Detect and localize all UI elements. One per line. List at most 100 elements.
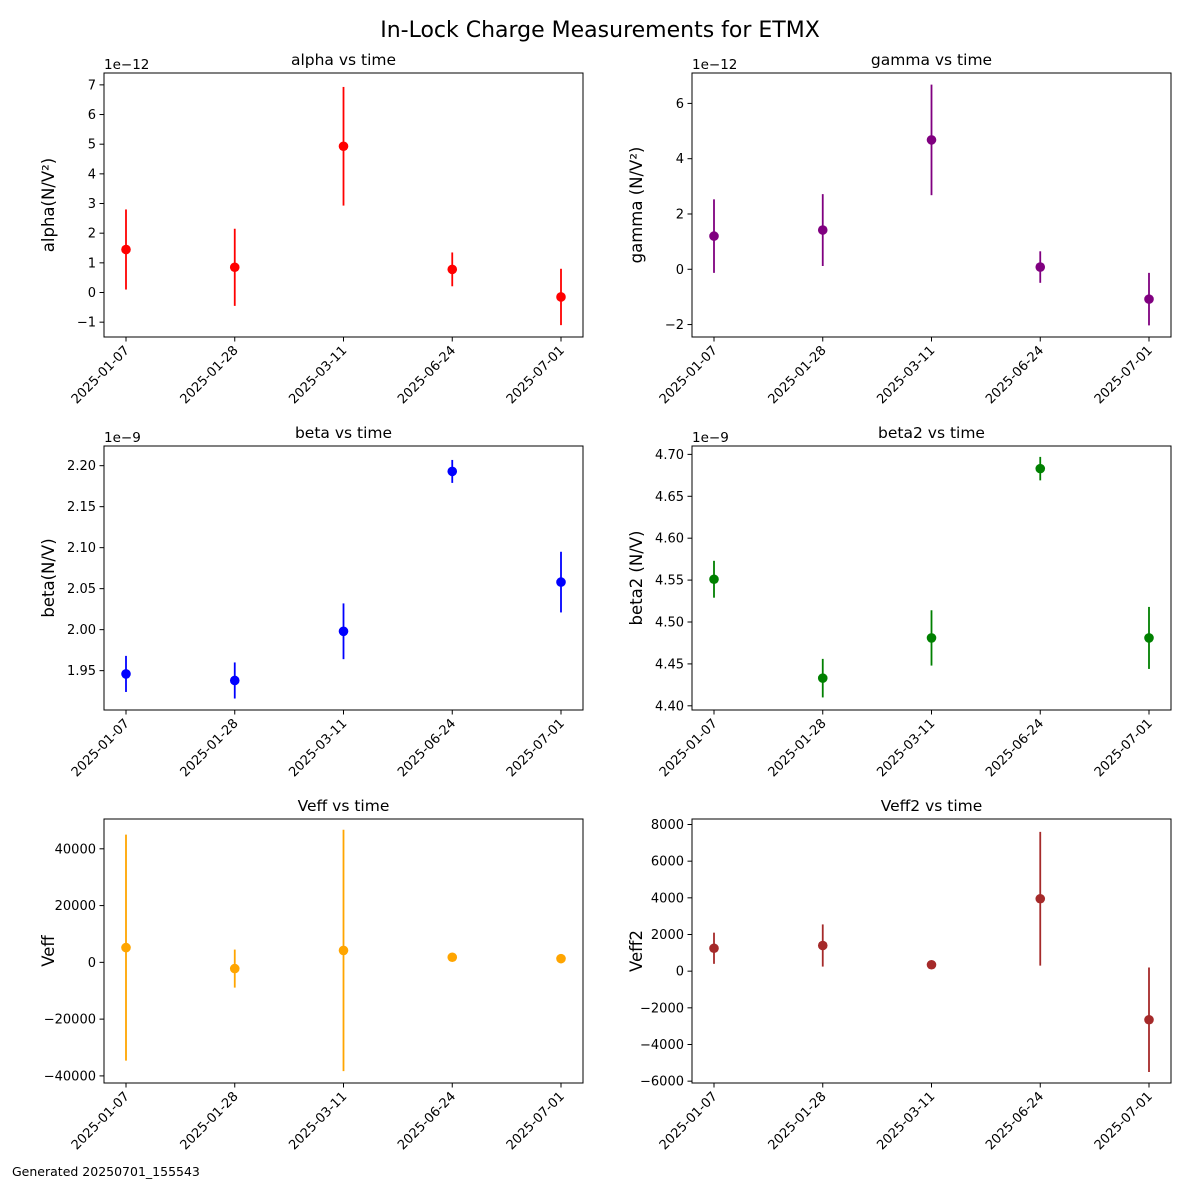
x-tick-label: 2025-03-11 <box>874 343 938 407</box>
figure-title: In-Lock Charge Measurements for ETMX <box>380 18 820 43</box>
y-offset-text: 1e−12 <box>104 57 149 73</box>
data-point <box>556 953 566 964</box>
x-tick-label: 2025-06-24 <box>983 716 1047 780</box>
y-offset-text: 1e−9 <box>104 430 141 446</box>
axes-frame <box>691 818 1172 1084</box>
y-tick-label: 0 <box>676 965 684 980</box>
data-point <box>926 135 937 145</box>
y-tick-label: 2 <box>88 227 96 242</box>
data-point <box>556 292 566 302</box>
x-tick-label: 2025-03-11 <box>874 1089 938 1153</box>
data-point <box>556 577 566 587</box>
y-tick-label: 4.55 <box>655 574 684 589</box>
x-tick-label: 2025-06-24 <box>983 1089 1047 1153</box>
x-tick-label: 2025-07-01 <box>1092 716 1156 780</box>
x-tick-label: 2025-01-07 <box>657 716 721 780</box>
x-tick-label: 2025-03-11 <box>874 716 938 780</box>
y-tick-label: 0 <box>676 263 684 278</box>
y-tick-label: 6000 <box>651 855 684 870</box>
x-tick-label: 2025-06-24 <box>395 343 459 407</box>
subplot-title: Veff2 vs time <box>881 797 983 815</box>
y-tick-label: −20000 <box>44 1013 96 1028</box>
y-tick-label: 20000 <box>55 899 96 914</box>
data-point <box>926 633 937 643</box>
data-point <box>1035 463 1046 474</box>
data-point <box>121 669 131 679</box>
y-tick-label: 4.65 <box>655 490 684 505</box>
y-tick-label: 2.10 <box>67 541 96 556</box>
data-point <box>338 945 349 956</box>
data-point <box>229 963 240 974</box>
y-tick-label: 1 <box>88 256 96 271</box>
y-tick-label: −2000 <box>640 1001 684 1016</box>
y-tick-label: 4.70 <box>655 448 684 463</box>
y-tick-label: 6 <box>676 97 684 112</box>
y-tick-label: 2000 <box>651 928 684 943</box>
data-point <box>709 574 719 585</box>
x-tick-label: 2025-01-07 <box>657 1089 721 1153</box>
y-tick-label: −6000 <box>640 1075 684 1090</box>
y-offset-text: 1e−9 <box>692 430 729 446</box>
y-axis-label: Veff2 <box>627 930 646 972</box>
data-point <box>121 244 131 255</box>
subplot-title: beta2 vs time <box>878 424 985 442</box>
x-tick-label: 2025-03-11 <box>286 343 350 407</box>
axes-frame <box>691 445 1172 711</box>
y-tick-label: −1 <box>77 316 96 331</box>
data-point <box>1144 1014 1154 1025</box>
y-tick-label: 6 <box>88 108 96 123</box>
y-tick-label: 2 <box>676 207 684 222</box>
x-tick-label: 2025-01-07 <box>657 343 721 407</box>
y-tick-label: 1.95 <box>67 664 96 679</box>
y-tick-label: 8000 <box>651 818 684 833</box>
data-point <box>338 626 349 637</box>
x-tick-label: 2025-07-01 <box>504 1089 568 1153</box>
y-tick-label: 0 <box>88 286 96 301</box>
x-tick-label: 2025-06-24 <box>395 1089 459 1153</box>
data-point <box>709 231 719 241</box>
subplot-title: Veff vs time <box>298 797 390 815</box>
data-point <box>817 225 828 235</box>
x-tick-label: 2025-01-07 <box>69 1089 133 1153</box>
x-tick-label: 2025-01-28 <box>766 1089 830 1153</box>
y-axis-label: beta(N/V) <box>39 538 58 617</box>
y-tick-label: 5 <box>88 138 96 153</box>
x-tick-label: 2025-07-01 <box>1092 1089 1156 1153</box>
subplot-5: Veff vs time Veff −40000 −20000 0 20000 40000 2… <box>39 797 584 1153</box>
subplot-title: alpha vs time <box>291 51 396 69</box>
x-tick-label: 2025-01-07 <box>69 343 133 407</box>
x-tick-label: 2025-01-28 <box>178 716 242 780</box>
x-tick-label: 2025-01-28 <box>766 716 830 780</box>
subplot-6: Veff2 vs time Veff2 −6000 −4000 −2000 0 2000 40… <box>627 797 1172 1153</box>
y-tick-label: −2 <box>665 318 684 333</box>
data-point <box>1035 893 1046 904</box>
data-point <box>338 141 349 152</box>
y-tick-label: 4.60 <box>655 532 684 547</box>
y-tick-label: 4 <box>676 152 684 167</box>
y-tick-label: 40000 <box>55 842 96 857</box>
y-tick-label: 3 <box>88 197 96 212</box>
x-tick-label: 2025-01-28 <box>766 343 830 407</box>
y-axis-label: beta2 (N/V) <box>627 530 646 625</box>
x-tick-label: 2025-06-24 <box>983 343 1047 407</box>
axes-frame <box>103 445 584 711</box>
subplot-title: gamma vs time <box>871 51 992 69</box>
generated-timestamp: Generated 20250701_155543 <box>12 1164 200 1179</box>
x-tick-label: 2025-06-24 <box>395 716 459 780</box>
data-point <box>709 943 719 954</box>
x-tick-label: 2025-03-11 <box>286 1089 350 1153</box>
data-point <box>817 673 828 683</box>
y-tick-label: 2.20 <box>67 459 96 474</box>
x-tick-label: 2025-03-11 <box>286 716 350 780</box>
y-axis-label: Veff <box>39 935 58 967</box>
y-tick-label: 4.45 <box>655 657 684 672</box>
data-point <box>447 466 458 477</box>
subplot-4: beta2 vs time beta2 (N/V) 1e−9 4.40 4.45 4.50… <box>627 424 1172 780</box>
data-point <box>121 942 131 953</box>
data-point <box>926 959 937 970</box>
y-axis-label: gamma (N/V²) <box>627 147 646 264</box>
y-tick-label: 4 <box>88 167 96 182</box>
data-point <box>447 952 458 963</box>
